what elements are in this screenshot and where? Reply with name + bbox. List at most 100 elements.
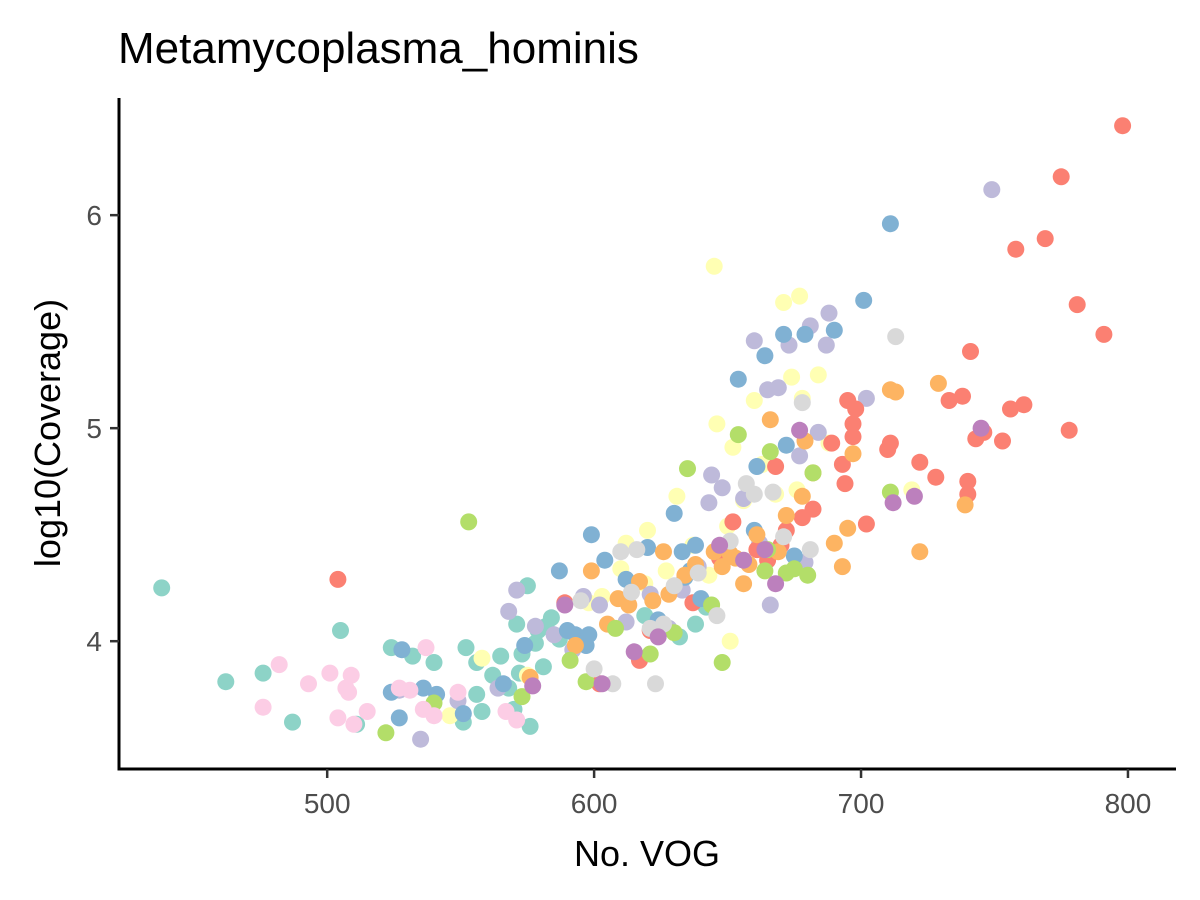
data-point	[855, 291, 873, 309]
data-point	[329, 570, 347, 588]
data-point	[655, 543, 672, 561]
data-point	[580, 626, 598, 644]
data-point	[823, 434, 841, 452]
data-point	[959, 472, 977, 490]
data-point	[825, 534, 843, 552]
data-point	[647, 675, 664, 693]
data-point	[956, 496, 974, 514]
data-point	[887, 328, 905, 346]
data-point	[153, 579, 171, 597]
data-point	[775, 294, 793, 311]
data-point	[500, 602, 518, 620]
data-point	[745, 392, 763, 409]
data-point	[417, 639, 435, 657]
data-point	[556, 596, 574, 614]
data-point	[761, 443, 779, 461]
data-point	[756, 347, 774, 365]
data-point	[534, 658, 552, 676]
data-point	[644, 592, 662, 610]
data-point	[764, 483, 782, 501]
data-point	[516, 637, 534, 654]
data-point	[545, 626, 563, 644]
data-point	[756, 541, 774, 559]
data-point	[796, 325, 814, 343]
data-point	[735, 575, 753, 593]
data-point	[254, 698, 272, 716]
data-point	[857, 389, 875, 407]
data-point	[393, 641, 411, 659]
data-point	[962, 343, 979, 360]
data-point	[844, 415, 862, 433]
data-point	[820, 304, 838, 322]
data-point	[1114, 117, 1132, 135]
data-point	[649, 628, 667, 646]
data-point	[721, 632, 739, 650]
data-point	[628, 541, 646, 559]
data-point	[791, 421, 809, 439]
data-point	[217, 673, 235, 691]
data-point	[905, 487, 923, 505]
y-tick-label: 6	[86, 200, 102, 231]
data-point	[473, 649, 491, 667]
data-point	[550, 562, 568, 580]
data-point	[657, 562, 675, 580]
data-point	[748, 458, 766, 475]
data-point	[735, 551, 753, 569]
data-point	[508, 711, 526, 729]
data-point	[804, 464, 822, 482]
data-point	[300, 675, 317, 693]
data-point	[911, 543, 929, 561]
data-point	[783, 368, 801, 386]
data-point	[513, 688, 531, 706]
x-axis-ticks: 500 600 700 800	[304, 769, 1151, 819]
x-tick-label: 700	[838, 788, 885, 819]
x-axis-title: No. VOG	[574, 833, 720, 874]
data-point	[769, 379, 787, 397]
data-point	[729, 426, 747, 444]
data-point	[572, 592, 590, 610]
x-tick-label: 800	[1105, 788, 1152, 819]
data-point	[791, 287, 809, 305]
data-point	[844, 428, 862, 446]
data-point	[929, 374, 947, 392]
data-point	[833, 558, 851, 576]
data-point	[724, 513, 742, 531]
data-point	[526, 617, 544, 635]
data-point	[713, 558, 731, 576]
data-point	[284, 713, 301, 731]
data-point	[673, 543, 691, 561]
data-point	[748, 526, 766, 544]
data-point	[994, 432, 1011, 450]
data-point	[358, 703, 376, 720]
data-point	[1015, 396, 1033, 414]
x-tick-label: 500	[304, 788, 351, 819]
data-point	[729, 370, 747, 388]
data-point	[377, 724, 395, 742]
data-point	[441, 707, 459, 725]
data-point	[524, 677, 542, 695]
data-point	[793, 487, 811, 505]
data-point	[1095, 325, 1113, 343]
data-point	[577, 673, 595, 691]
data-point	[804, 500, 822, 518]
data-point	[791, 447, 809, 465]
data-point	[593, 675, 611, 693]
data-point	[708, 607, 726, 625]
data-point	[775, 325, 793, 343]
data-point	[449, 683, 467, 701]
data-point	[668, 487, 686, 505]
y-axis-ticks: 4 5 6	[86, 200, 119, 657]
data-point	[785, 560, 803, 578]
data-point	[833, 455, 851, 473]
data-point	[332, 622, 349, 639]
data-point	[401, 681, 419, 699]
data-point	[412, 730, 430, 748]
data-point	[809, 366, 827, 384]
data-point	[799, 566, 817, 584]
data-point	[390, 709, 408, 727]
data-point	[342, 666, 360, 684]
data-point	[767, 458, 785, 475]
data-point	[687, 615, 704, 633]
data-point	[655, 615, 672, 633]
